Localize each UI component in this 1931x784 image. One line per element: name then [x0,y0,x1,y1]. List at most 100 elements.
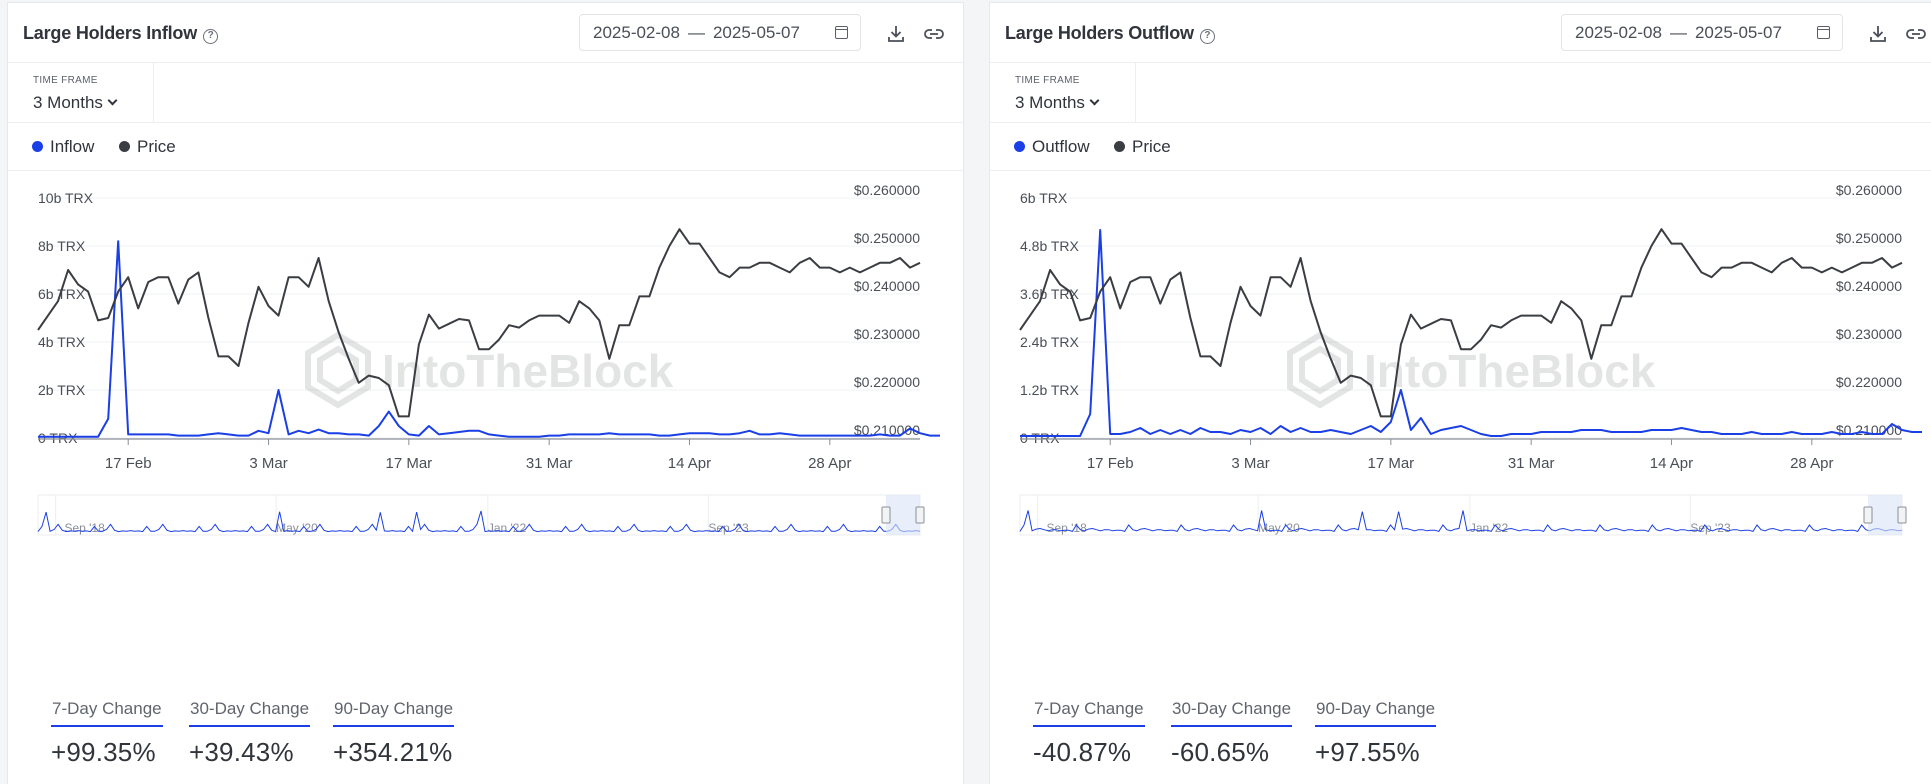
legend-price[interactable]: Price [1114,137,1171,157]
y-right-tick: $0.240000 [1836,278,1902,294]
y-left-tick: 4b TRX [38,334,86,350]
help-icon[interactable]: ? [203,29,219,44]
watermark-logo [1287,331,1353,409]
y-right-tick: $0.220000 [1836,374,1902,390]
y-left-tick: 1.2b TRX [1020,382,1080,398]
change-30d[interactable]: 30-Day Change -60.65% [1171,693,1293,768]
watermark: IntoTheBlock [1287,331,1656,409]
date-from: 2025-02-08 [1575,23,1662,42]
timeframe-value[interactable]: 3 Months [33,93,118,113]
legend-dot-price [1114,141,1125,152]
panel-header: Large Holders Inflow? 2025-02-08 — 2025-05… [8,3,963,63]
x-tick-label: 3 Mar [249,455,287,472]
change-30d-label: 30-Day Change [189,693,311,727]
navigator-tick: Jan '22 [1470,521,1509,535]
panel-header: Large Holders Outflow? 2025-02-08—2025-0… [990,3,1931,63]
change-90d[interactable]: 90-Day Change +354.21% [333,693,455,768]
y-right-tick: $0.260000 [854,182,920,198]
y-right-tick: $0.250000 [854,230,920,246]
legend-dot-price [119,141,130,152]
navigator-tick: Jan '22 [488,521,527,535]
link-icon[interactable] [922,24,946,44]
x-tick-label: 17 Mar [1367,455,1414,472]
y-right-tick: $0.250000 [1836,230,1902,246]
timeframe-bar: TIME FRAME 3 Months [8,63,963,123]
navigator-tick: May '20 [1258,521,1300,535]
link-icon[interactable] [1904,24,1928,44]
help-icon[interactable]: ? [1199,29,1215,44]
legend-outflow[interactable]: Outflow [1014,137,1090,157]
chevron-down-icon [1089,95,1100,106]
navigator-tick: Sep '18 [64,521,105,535]
y-right-tick: $0.220000 [854,374,920,390]
download-icon[interactable] [886,24,906,44]
outflow-panel: Large Holders Outflow? 2025-02-08—2025-0… [989,2,1931,784]
date-from: 2025-02-08 [593,23,680,42]
timeframe-selector[interactable]: TIME FRAME 3 Months [8,63,154,122]
date-separator: — [1669,23,1687,42]
watermark-text: IntoTheBlock [1364,345,1656,397]
x-tick-label: 28 Apr [808,455,851,472]
timeframe-selector[interactable]: TIME FRAME 3 Months [990,63,1136,122]
navigator-selection [1868,495,1902,535]
y-left-tick: 4.8b TRX [1020,238,1080,254]
calendar-icon [1817,26,1830,39]
inflow-panel: Large Holders Inflow? 2025-02-08 — 2025-05… [7,2,964,784]
y-right-tick: $0.240000 [854,278,920,294]
x-tick-label: 17 Feb [1087,455,1134,472]
change-7d[interactable]: 7-Day Change +99.35% [51,693,163,768]
change-90d-value: +97.55% [1315,737,1420,767]
navigator-tick: Sep '18 [1046,521,1087,535]
series-price-line [1019,228,1903,418]
navigator-handle[interactable] [915,506,925,524]
panel-title: Large Holders Outflow? [1005,23,1215,44]
navigator-tick: Sep '23 [1690,521,1731,535]
series-flow-line [1020,229,1922,437]
chevron-down-icon [107,95,118,106]
navigator-handle[interactable] [881,506,891,524]
outflow-chart[interactable]: IntoTheBlock 0 TRX 1.2b TRX 2.4b TRX 3.6b TR… [990,173,1931,673]
x-tick-label: 14 Apr [1650,455,1693,472]
watermark-text: IntoTheBlock [382,345,674,397]
change-7d-value: -40.87% [1033,737,1132,767]
x-tick-label: 17 Mar [385,455,432,472]
change-7d-label: 7-Day Change [51,693,163,727]
watermark: IntoTheBlock [305,331,674,409]
change-90d-label: 90-Day Change [333,693,455,727]
x-tick-label: 28 Apr [1790,455,1833,472]
series-price-line [37,228,921,418]
x-tick-label: 14 Apr [668,455,711,472]
change-30d[interactable]: 30-Day Change +39.43% [189,693,311,768]
y-left-tick: 6b TRX [1020,190,1068,206]
navigator-selection [886,495,920,535]
change-30d-value: -60.65% [1171,737,1270,767]
date-to: 2025-05-07 [1694,23,1782,42]
change-7d-label: 7-Day Change [1033,693,1145,727]
inflow-chart[interactable]: IntoTheBlock 0 TRX 2b TRX 4b TRX 6b TRX 8b TR… [8,173,963,673]
date-range-picker[interactable]: 2025-02-08 — 2025-05-07 [1561,14,1843,51]
watermark-logo [305,331,371,409]
y-left-tick: 0 TRX [38,430,78,446]
download-icon[interactable] [1868,24,1888,44]
series-flow-line [38,240,940,438]
panel-title: Large Holders Inflow? [23,23,219,44]
change-90d[interactable]: 90-Day Change +97.55% [1315,693,1437,768]
y-left-tick: 2b TRX [38,382,86,398]
legend-price[interactable]: Price [119,137,176,157]
navigator-tick: Sep '23 [708,521,749,535]
date-range-picker[interactable]: 2025-02-08 — 2025-05-07 [579,14,861,51]
timeframe-label: TIME FRAME [33,75,98,86]
navigator-handle[interactable] [1897,506,1907,524]
change-stats: 7-Day Change -40.87% 30-Day Change -60.65%… [990,693,1931,783]
change-7d[interactable]: 7-Day Change -40.87% [1033,693,1145,768]
change-90d-value: +354.21% [333,737,453,767]
chart-legend: Outflow Price [990,123,1931,171]
navigator-handle[interactable] [1863,506,1873,524]
change-stats: 7-Day Change +99.35% 30-Day Change +39.43%… [8,693,965,783]
y-left-tick: 6b TRX [38,286,86,302]
legend-inflow[interactable]: Inflow [32,137,94,157]
timeframe-value[interactable]: 3 Months [1015,93,1100,113]
y-left-tick: 10b TRX [38,190,94,206]
y-left-tick: 8b TRX [38,238,86,254]
